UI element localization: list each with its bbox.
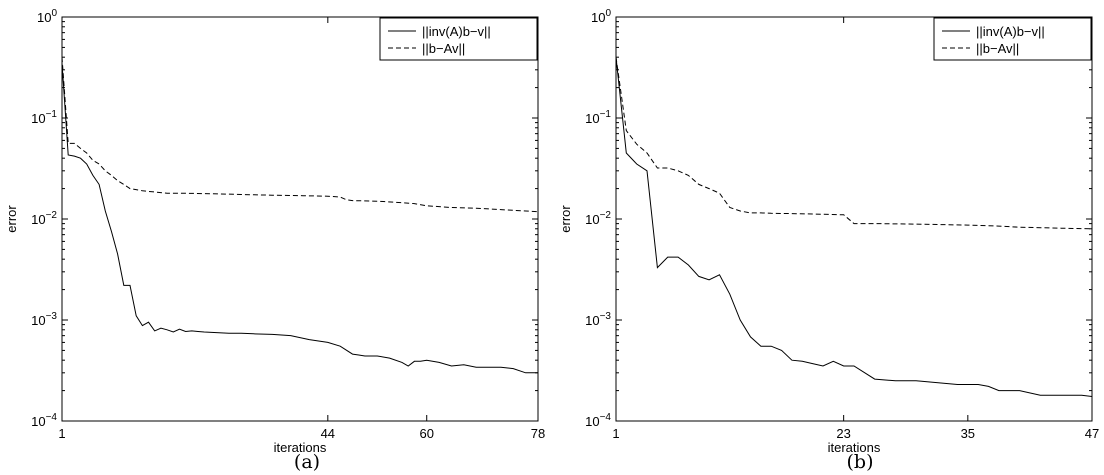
panel-caption: (b) (847, 451, 874, 473)
series-line-2 (616, 57, 1092, 230)
y-tick-label: 10−4 (31, 412, 57, 429)
y-axis-label: error (558, 205, 573, 233)
y-tick-label: 10−2 (585, 210, 611, 227)
x-tick-label: 1 (612, 426, 619, 441)
legend-box (933, 17, 1092, 61)
panel-caption: (a) (294, 451, 320, 473)
plot-frame (61, 16, 539, 422)
legend: ||inv(A)b−v|| ||b−Av|| (379, 17, 538, 61)
series-line-1 (616, 57, 1092, 397)
y-tick-label: 10−1 (31, 109, 57, 126)
x-tick-label: 1 (58, 426, 65, 441)
legend-box (379, 17, 538, 61)
x-axis-label: iterations (274, 440, 327, 455)
x-tick-label: 60 (419, 426, 433, 441)
plot-frame (615, 16, 1093, 422)
legend-label-1: ||inv(A)b−v|| (976, 24, 1045, 39)
y-tick-label: 100 (37, 8, 57, 25)
series-line-2 (62, 57, 538, 213)
y-tick-label: 10−2 (31, 210, 57, 227)
panel-a: 10−4 10−3 10−2 10−1 100 1 44 60 78 iterations erro… (4, 8, 545, 473)
x-axis-label: iterations (828, 440, 881, 455)
x-tick-label: 23 (836, 426, 850, 441)
y-tick-label: 10−3 (31, 311, 57, 328)
series-line-1 (62, 62, 538, 374)
y-tick-label: 10−1 (585, 109, 611, 126)
panel-b: 10−4 10−3 10−2 10−1 100 1 23 35 47 iterations erro… (558, 8, 1099, 473)
y-axis-label: error (4, 205, 19, 233)
x-tick-label: 44 (321, 426, 335, 441)
legend-label-1: ||inv(A)b−v|| (422, 24, 491, 39)
y-tick-label: 10−3 (585, 311, 611, 328)
legend-label-2: ||b−Av|| (422, 41, 465, 56)
y-tick-label: 10−4 (585, 412, 611, 429)
x-tick-label: 78 (531, 426, 545, 441)
y-tick-label: 100 (591, 8, 611, 25)
legend-label-2: ||b−Av|| (976, 41, 1019, 56)
legend: ||inv(A)b−v|| ||b−Av|| (933, 17, 1092, 61)
x-tick-label: 47 (1085, 426, 1099, 441)
x-tick-label: 35 (961, 426, 975, 441)
